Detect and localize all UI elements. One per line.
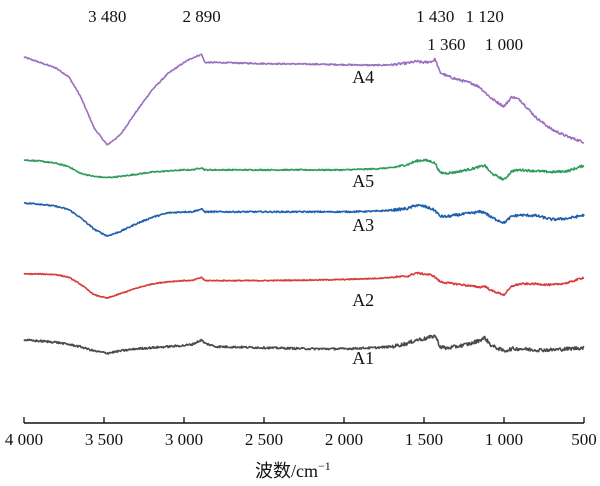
series-labels: A4 A5 A3 A2 A1 [352,67,374,368]
series-label-a1: A1 [352,348,374,368]
series-label-a5: A5 [352,171,374,191]
series-line-a4 [23,53,585,146]
peak-label: 2 890 [182,7,220,26]
x-tick-label: 1 000 [485,430,523,449]
x-axis-label-sup: −1 [318,459,331,473]
spectra-series [23,53,585,355]
x-tick-label: 500 [571,430,597,449]
x-axis-label-main: 波数/cm [255,461,318,481]
peak-label: 1 000 [485,35,523,54]
x-tick-label: 4 000 [5,430,43,449]
series-line-a5 [23,158,585,181]
series-label-a4: A4 [352,67,374,87]
peak-label: 3 480 [88,7,126,26]
x-tick-label: 3 000 [165,430,203,449]
x-tick-label: 2 000 [325,430,363,449]
x-tick-label: 2 500 [245,430,283,449]
x-axis-label: 波数/cm−1 [255,459,331,481]
x-tick-label: 3 500 [85,430,123,449]
peak-label: 1 360 [427,35,465,54]
series-line-a3 [23,201,585,237]
x-axis: 4 000 3 500 3 000 2 500 2 000 1 500 1 000 500 [5,417,597,449]
x-tick-label: 1 500 [405,430,443,449]
series-line-a2 [23,271,585,299]
series-label-a2: A2 [352,290,374,310]
series-label-a3: A3 [352,215,374,235]
peak-label: 1 120 [466,7,504,26]
series-line-a1 [23,334,585,355]
peak-label: 1 430 [416,7,454,26]
